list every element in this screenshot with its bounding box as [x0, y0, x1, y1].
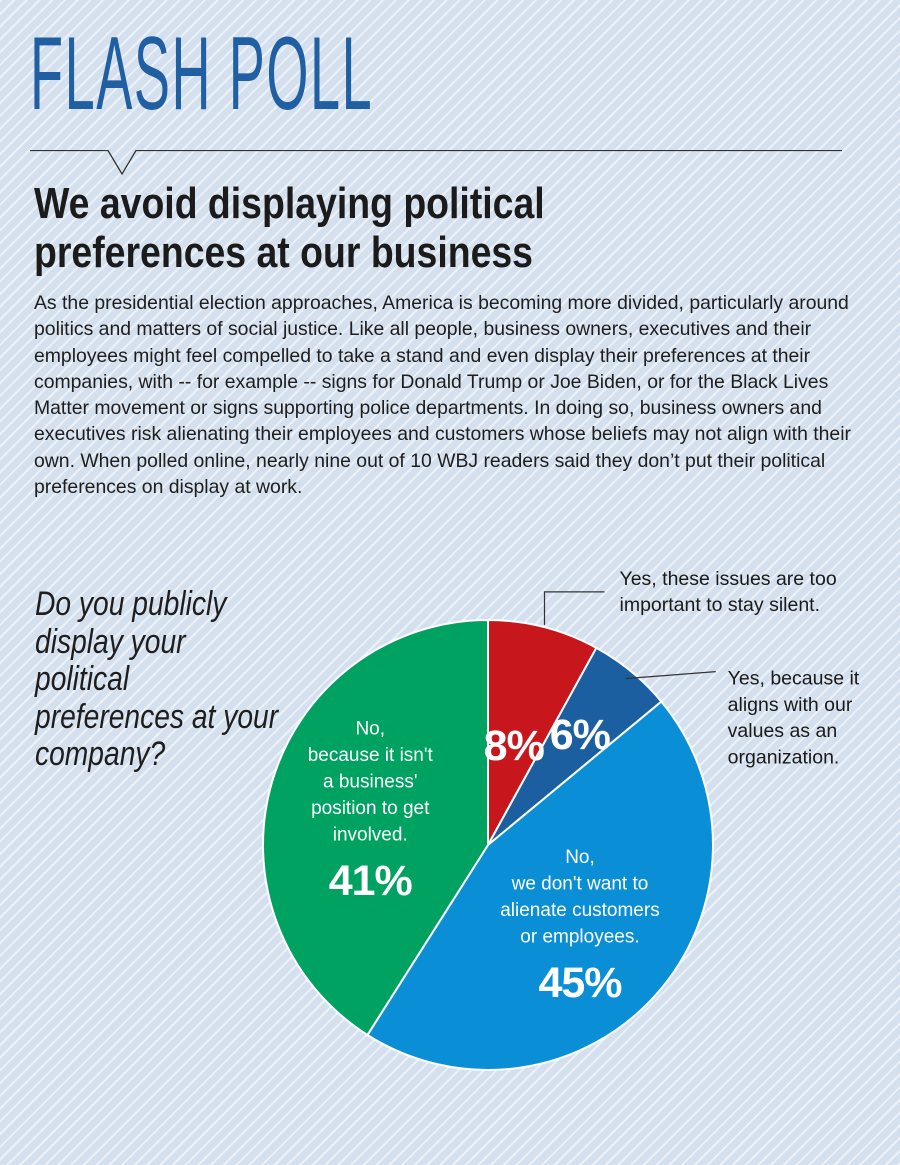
slice-4-label: No, because it isn't a business' position t…: [308, 719, 434, 846]
headline: We avoid displaying political preference…: [34, 180, 545, 277]
pie-slice-1: [487, 618, 598, 846]
pie-slice-3: [366, 700, 714, 1071]
slice-1-label: Yes, these issues are too important to st…: [620, 568, 837, 616]
intro-paragraph: As the presidential election approaches,…: [34, 292, 851, 499]
slice-1-value: 8%: [484, 722, 545, 770]
slice-4-value: 41%: [329, 857, 413, 905]
slice-3-label: No, we don't want to alienate customers or …: [500, 847, 659, 948]
poll-question: Do you publicly display your political p…: [35, 585, 279, 773]
slice-2-leader: [625, 671, 716, 680]
slice-1-leader: [543, 591, 605, 625]
pie-slice-4: [262, 618, 489, 1037]
masthead: FLASH POLL: [30, 16, 374, 132]
slice-3-value: 45%: [538, 959, 622, 1007]
slice-2-label: Yes, because it aligns with our values as …: [728, 668, 860, 769]
callout-rule: [30, 150, 842, 175]
slice-2-value: 6%: [550, 711, 611, 759]
